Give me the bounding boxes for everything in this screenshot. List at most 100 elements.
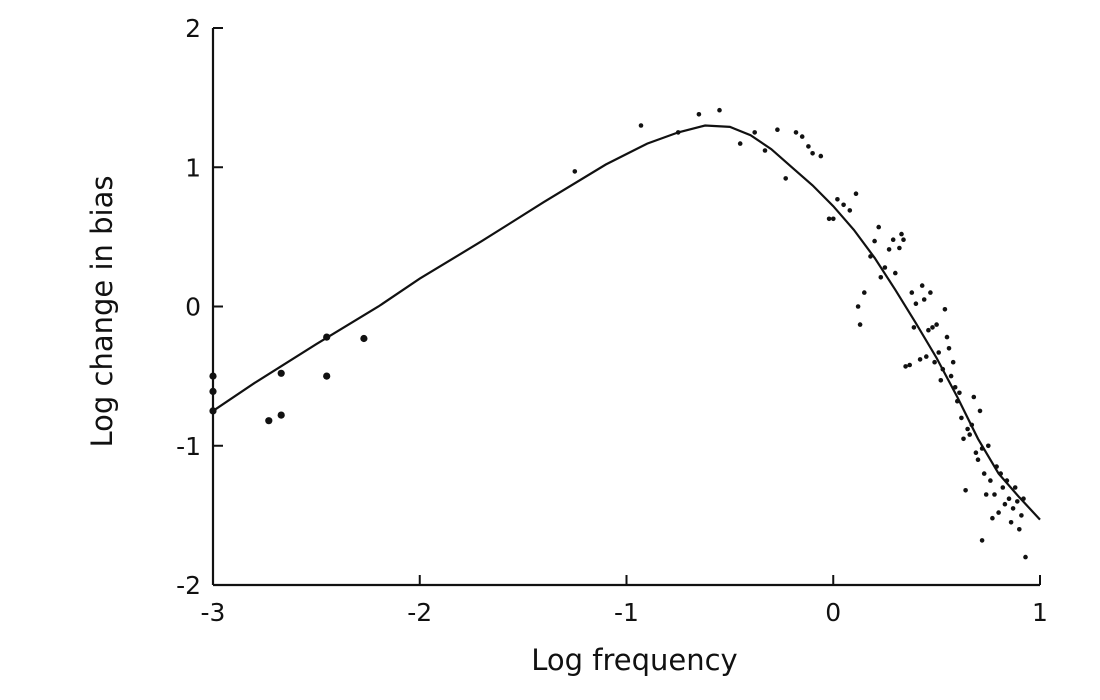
data-point <box>810 151 815 156</box>
y-tick-label: 0 <box>185 293 201 322</box>
data-point <box>946 346 952 351</box>
data-point <box>955 398 960 404</box>
data-point <box>762 148 768 153</box>
x-tick-label: -1 <box>614 598 639 627</box>
data-point <box>1012 485 1018 490</box>
data-point <box>990 515 995 521</box>
fitted-curve <box>212 124 1041 521</box>
data-point <box>799 134 805 139</box>
data-point <box>969 422 975 428</box>
data-point <box>775 127 780 132</box>
data-point <box>737 141 743 146</box>
data-point <box>360 334 368 343</box>
data-point <box>818 153 824 159</box>
data-point <box>857 322 863 327</box>
data-point <box>998 471 1003 476</box>
data-point <box>996 510 1001 515</box>
data-point <box>886 247 892 252</box>
data-point <box>277 411 285 419</box>
data-point <box>1015 499 1020 504</box>
data-point <box>878 275 884 280</box>
y-tick-label: 1 <box>185 153 201 182</box>
data-point <box>872 238 877 244</box>
data-point <box>977 408 983 414</box>
data-point <box>752 130 757 135</box>
data-point <box>893 270 898 276</box>
data-point <box>826 216 832 222</box>
data-point <box>793 130 799 135</box>
data-point <box>973 450 979 456</box>
data-point <box>917 357 923 362</box>
data-point <box>944 334 950 340</box>
data-point <box>1021 496 1026 502</box>
data-point <box>265 417 273 425</box>
data-point <box>1008 520 1014 525</box>
x-ticks: -3 -2 -1 0 1 <box>201 575 1048 627</box>
data-point <box>890 237 896 242</box>
data-point <box>1002 501 1008 507</box>
data-point <box>323 333 331 341</box>
x-tick-label: -2 <box>407 598 432 627</box>
data-point <box>1006 496 1012 502</box>
data-point <box>967 432 972 437</box>
data-point <box>919 283 925 288</box>
data-point <box>992 492 997 497</box>
data-point <box>572 169 578 174</box>
data-point <box>1019 513 1024 518</box>
y-tick-label: -2 <box>176 571 201 600</box>
data-point <box>209 372 217 380</box>
data-point <box>1000 485 1006 490</box>
data-point <box>936 350 941 355</box>
data-point <box>862 290 867 295</box>
data-point <box>926 327 931 333</box>
y-tick-label: -1 <box>176 432 201 461</box>
data-point <box>1017 527 1022 532</box>
data-point <box>853 191 859 196</box>
data-point <box>986 443 991 449</box>
data-point <box>930 325 935 330</box>
data-point <box>847 208 853 213</box>
data-point <box>1010 506 1016 511</box>
data-point <box>835 197 840 202</box>
data-point <box>638 123 644 128</box>
x-tick-label: -3 <box>201 598 226 627</box>
data-point <box>932 359 937 365</box>
data-point <box>913 301 919 307</box>
data-point <box>806 144 811 149</box>
data-point <box>940 366 946 372</box>
data-point <box>965 426 970 432</box>
data-point <box>957 390 962 396</box>
x-tick-label: 1 <box>1032 598 1048 627</box>
data-point <box>841 202 846 208</box>
data-point <box>899 231 904 237</box>
data-point <box>897 245 902 251</box>
data-point <box>868 254 873 259</box>
data-point <box>961 436 966 442</box>
data-point <box>1004 478 1010 483</box>
data-point <box>952 385 958 390</box>
data-point <box>971 394 977 400</box>
data-point <box>942 307 948 312</box>
data-point <box>903 364 908 369</box>
data-point <box>963 488 968 493</box>
data-point <box>909 290 915 295</box>
data-point <box>948 373 954 379</box>
y-tick-label: 2 <box>185 14 201 43</box>
data-point <box>994 464 999 469</box>
data-point <box>323 372 331 380</box>
data-point <box>934 322 939 327</box>
x-tick-label: 0 <box>825 598 841 627</box>
axes <box>211 28 1040 587</box>
data-point <box>783 176 788 181</box>
data-point <box>209 387 217 395</box>
data-point <box>901 237 906 242</box>
data-point <box>675 130 681 135</box>
data-point <box>1023 554 1028 560</box>
data-point <box>696 112 702 117</box>
data-point <box>959 415 964 421</box>
data-point <box>876 224 881 230</box>
data-point <box>921 297 927 302</box>
data-point <box>907 362 912 368</box>
data-point <box>938 378 944 383</box>
data-point <box>979 538 985 543</box>
